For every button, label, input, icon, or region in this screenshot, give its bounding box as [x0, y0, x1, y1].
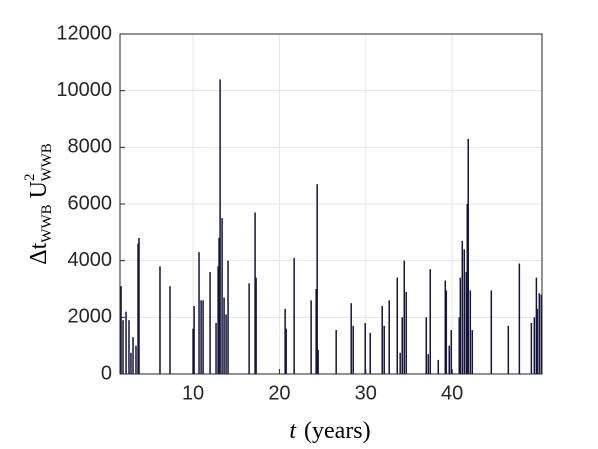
x-tick-label: 40: [441, 382, 463, 404]
y-tick-label: 6000: [68, 192, 113, 214]
y-label-part: 2: [22, 174, 38, 182]
x-axis-label: t (years): [289, 418, 370, 444]
y-label-part: WWB: [39, 204, 55, 242]
y-label-part: U: [26, 181, 52, 198]
y-tick-label: 10000: [56, 79, 112, 101]
x-tick-label: 20: [268, 382, 290, 404]
y-label-part: Δt: [26, 242, 52, 264]
x-label-part: (years): [304, 418, 371, 444]
y-axis-label: ΔtWWBU2WWB: [22, 143, 55, 265]
y-tick-label: 0: [101, 362, 112, 384]
plot-frame: [119, 33, 543, 375]
x-tick-label: 10: [182, 382, 204, 404]
x-tick-label: 30: [355, 382, 377, 404]
y-tick-label: 8000: [68, 136, 113, 158]
y-tick-label: 4000: [68, 249, 113, 271]
y-tick-label: 2000: [68, 306, 113, 328]
y-tick-label: 12000: [56, 22, 112, 44]
x-label-part: t: [289, 418, 297, 444]
y-label-part: WWB: [39, 143, 55, 181]
